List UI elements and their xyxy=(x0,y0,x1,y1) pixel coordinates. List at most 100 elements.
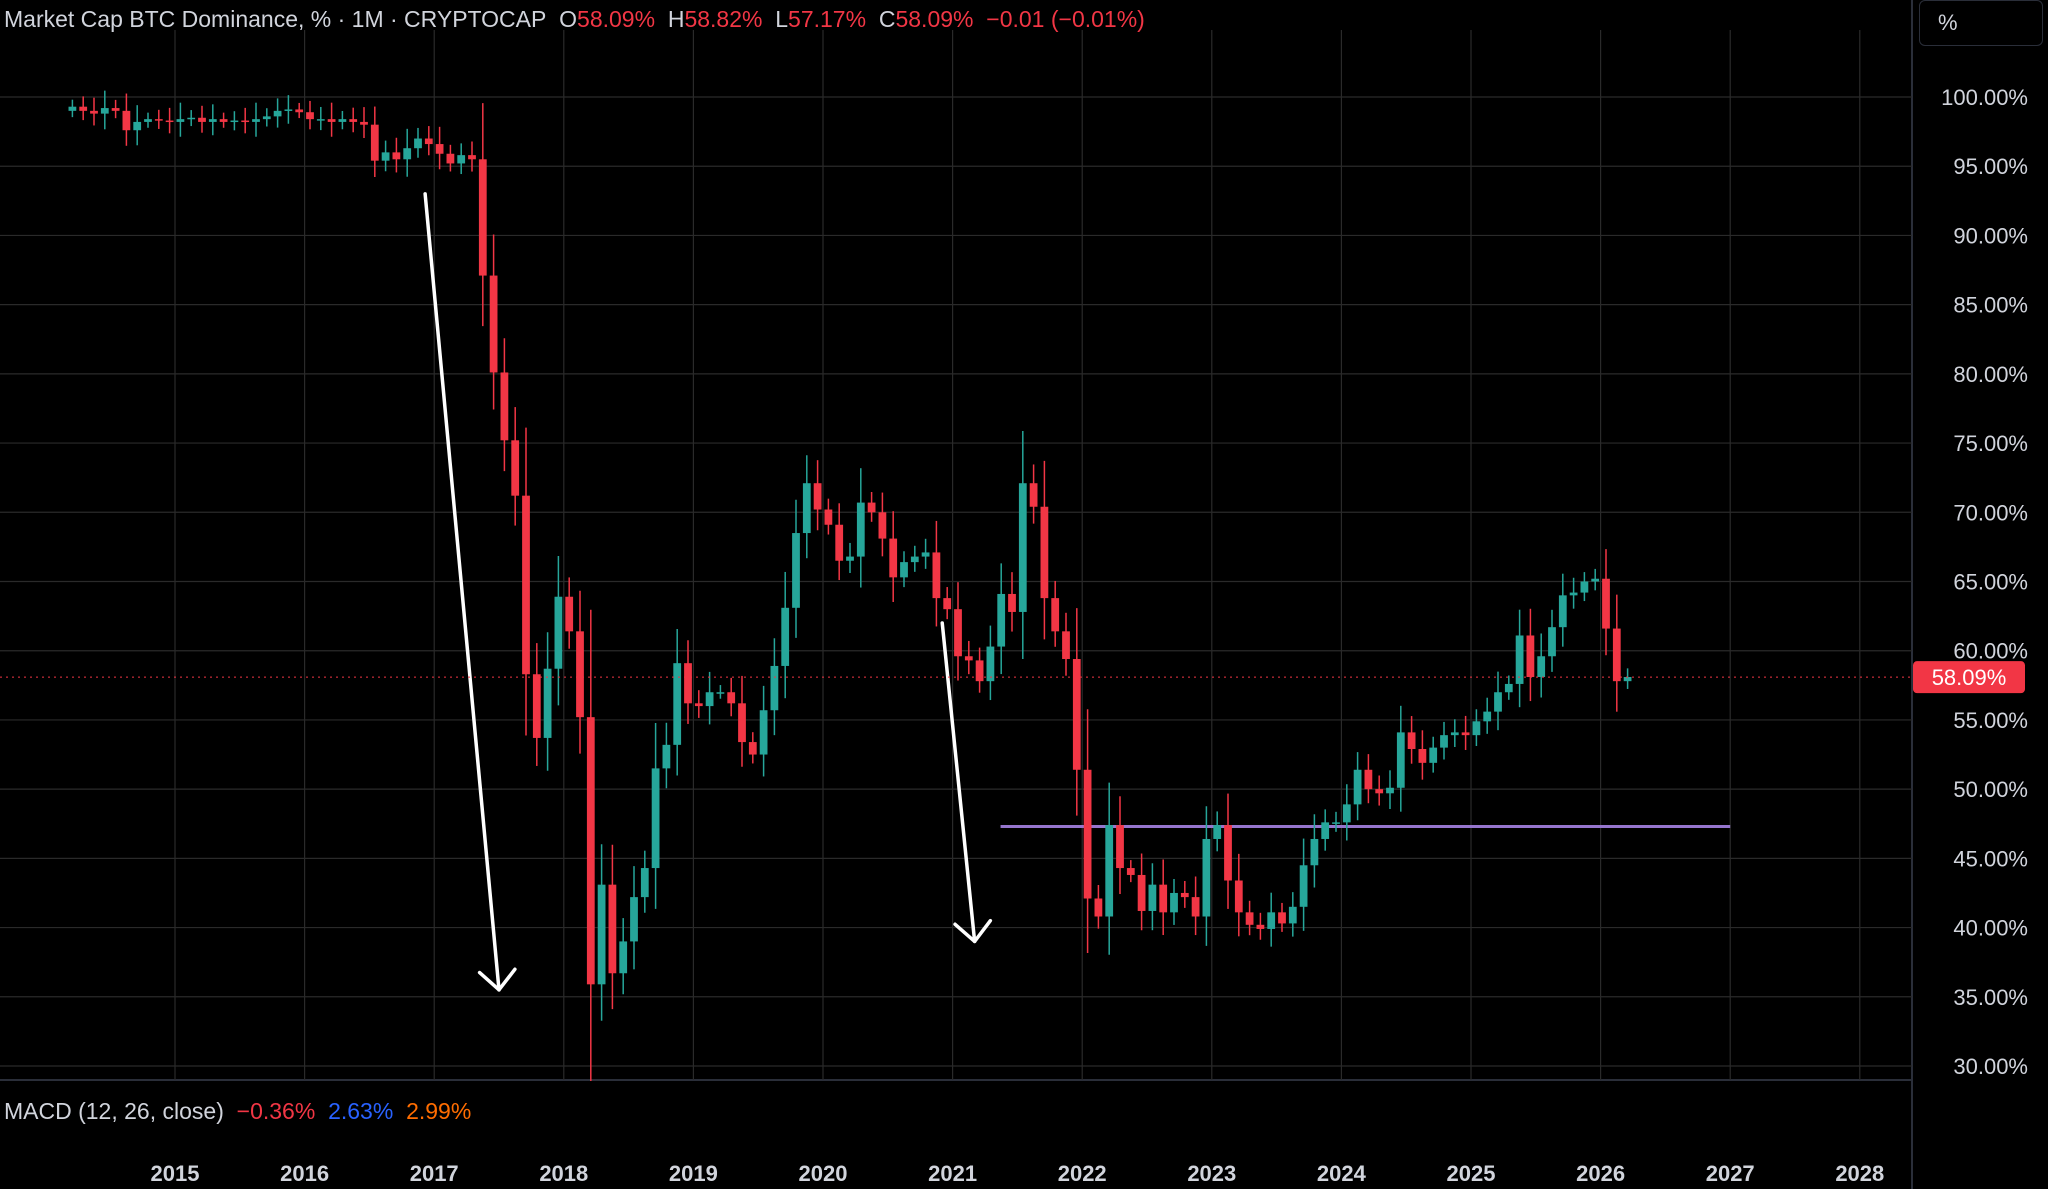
close-label: C xyxy=(878,6,896,32)
candle xyxy=(1332,811,1340,832)
candle xyxy=(522,427,530,736)
candle xyxy=(1569,577,1578,609)
symbol-legend: Market Cap BTC Dominance, % · 1M · CRYPT… xyxy=(4,6,1145,33)
macd-title: MACD (12, 26, close) xyxy=(4,1098,224,1124)
macd-histogram-value: −0.36% xyxy=(236,1098,316,1124)
candle xyxy=(716,685,725,699)
candle xyxy=(1299,838,1308,931)
percent-scale-button[interactable]: % xyxy=(1919,0,2043,46)
y-tick-label: 50.00% xyxy=(1953,777,2028,802)
candle xyxy=(997,563,1006,675)
candle xyxy=(1062,612,1070,676)
candle xyxy=(468,141,476,172)
time-axis: 2015 2016 2017 2018 2019 2020 2021 2022 2023 2024… xyxy=(151,1161,1885,1186)
candle xyxy=(543,632,552,771)
candle xyxy=(1202,806,1211,946)
candle xyxy=(1440,721,1448,760)
candle xyxy=(1224,793,1232,909)
candle xyxy=(932,520,941,627)
candle xyxy=(489,234,498,410)
candle xyxy=(241,107,250,134)
close-value: 58.09% xyxy=(895,6,974,32)
y-tick-label: 45.00% xyxy=(1953,846,2028,871)
candle xyxy=(662,722,671,789)
candle xyxy=(381,140,390,172)
candle xyxy=(1353,752,1362,821)
candle xyxy=(878,492,887,557)
candle xyxy=(219,112,228,128)
candle xyxy=(1396,705,1405,812)
price-tag-label: 58.09% xyxy=(1932,665,2007,690)
candle xyxy=(1040,460,1049,640)
y-tick-label: 65.00% xyxy=(1953,570,2028,595)
candle xyxy=(738,675,746,767)
candle xyxy=(1008,572,1016,632)
candle xyxy=(1407,716,1416,764)
candle xyxy=(835,503,844,581)
candle xyxy=(1623,668,1632,689)
x-tick-label: 2020 xyxy=(799,1161,848,1186)
candle xyxy=(802,455,811,559)
candle xyxy=(1418,730,1427,780)
candle xyxy=(424,126,433,156)
candle xyxy=(684,640,692,724)
candle xyxy=(975,647,984,693)
down-arrow[interactable] xyxy=(423,192,517,992)
candle xyxy=(856,468,865,588)
candle xyxy=(1051,580,1060,647)
candle xyxy=(705,671,714,725)
candle xyxy=(1267,892,1276,947)
candle xyxy=(900,551,908,588)
candle xyxy=(1342,784,1351,841)
x-tick-label: 2023 xyxy=(1187,1161,1236,1186)
y-tick-label: 80.00% xyxy=(1953,362,2028,387)
candle xyxy=(252,102,260,137)
candle xyxy=(370,106,379,177)
x-tick-label: 2021 xyxy=(928,1161,977,1186)
candle xyxy=(921,538,930,569)
candle xyxy=(759,685,768,777)
x-tick-label: 2026 xyxy=(1576,1161,1625,1186)
candle xyxy=(90,97,98,126)
candle xyxy=(1450,719,1459,747)
candle xyxy=(889,511,898,603)
candle xyxy=(1310,814,1319,888)
candle xyxy=(1256,912,1265,940)
candle xyxy=(597,844,606,1021)
candle xyxy=(554,556,563,706)
candle xyxy=(262,108,271,127)
candle xyxy=(1029,464,1038,524)
x-tick-label: 2016 xyxy=(280,1161,329,1186)
x-tick-label: 2024 xyxy=(1317,1161,1367,1186)
candle xyxy=(1105,782,1114,955)
candle xyxy=(1191,876,1200,936)
candle xyxy=(230,111,239,131)
candle xyxy=(1515,609,1524,708)
candle xyxy=(867,492,876,522)
drawn-arrows xyxy=(423,192,993,992)
x-tick-label: 2028 xyxy=(1835,1161,1884,1186)
x-tick-label: 2015 xyxy=(151,1161,200,1186)
macd-line-value: 2.63% xyxy=(328,1098,394,1124)
y-tick-label: 60.00% xyxy=(1953,639,2028,664)
candle xyxy=(295,102,304,119)
candle xyxy=(349,107,358,133)
candle xyxy=(1364,754,1373,804)
candlestick-series xyxy=(68,90,1632,1081)
candle xyxy=(813,460,822,531)
candle xyxy=(943,587,952,620)
down-arrow[interactable] xyxy=(940,621,993,944)
price-tag: 58.09% xyxy=(1913,661,2025,694)
candle xyxy=(792,499,800,638)
y-tick-label: 40.00% xyxy=(1953,916,2028,941)
candle xyxy=(1126,860,1135,883)
candle xyxy=(1148,863,1157,931)
y-tick-label: 70.00% xyxy=(1953,500,2028,525)
x-tick-label: 2018 xyxy=(539,1161,588,1186)
x-tick-label: 2027 xyxy=(1706,1161,1755,1186)
candle xyxy=(457,143,466,175)
candle xyxy=(1612,594,1621,712)
symbol-title: Market Cap BTC Dominance, % · 1M · CRYPT… xyxy=(4,6,547,32)
candle xyxy=(478,103,487,327)
